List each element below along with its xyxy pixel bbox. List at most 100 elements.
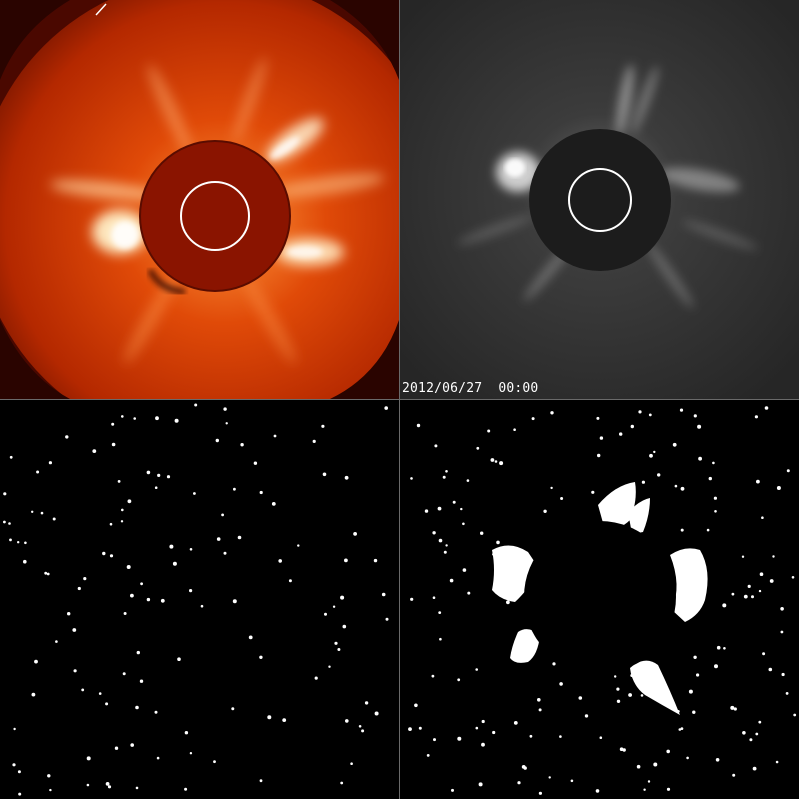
cme-region-right — [670, 548, 708, 622]
star-dot — [105, 702, 109, 706]
star-dot — [86, 756, 91, 761]
timestamp-label: 2012/06/27 00:00 — [402, 381, 539, 396]
star-dot — [213, 760, 216, 764]
star-dot — [786, 469, 790, 473]
star-dot — [481, 742, 485, 747]
star-dot — [169, 544, 174, 549]
star-dot — [410, 477, 413, 480]
star-dot — [762, 652, 766, 656]
star-dot — [742, 731, 746, 735]
star-dot — [155, 416, 159, 421]
star-dot — [166, 475, 171, 479]
star-dot — [345, 719, 349, 723]
star-dot — [708, 476, 712, 481]
star-dot — [640, 694, 644, 697]
star-dot — [597, 453, 601, 458]
star-dot — [271, 502, 276, 506]
star-dot — [513, 721, 518, 725]
star-dot — [102, 551, 106, 556]
star-dot — [109, 554, 114, 558]
star-dot — [332, 605, 336, 608]
star-dot — [432, 596, 436, 599]
star-dot — [111, 422, 115, 426]
star-dot — [438, 538, 443, 543]
star-dot — [560, 497, 564, 500]
star-dot — [81, 688, 85, 692]
star-dot — [3, 520, 6, 524]
star-dot — [538, 708, 542, 712]
panel-divider-horizontal — [0, 399, 799, 400]
star-dot — [123, 612, 127, 615]
star-dot — [506, 600, 510, 605]
star-dot — [452, 500, 456, 504]
star-dot — [136, 650, 140, 655]
star-dot — [712, 461, 715, 465]
star-dot — [716, 645, 721, 650]
star-dot — [130, 743, 134, 747]
star-dot — [714, 664, 718, 669]
star-dot — [445, 544, 448, 547]
star-dot — [462, 522, 465, 526]
star-dot — [36, 470, 40, 474]
star-dot — [531, 417, 535, 421]
star-dot — [83, 577, 87, 581]
star-dot — [487, 429, 491, 433]
star-dot — [513, 428, 516, 431]
star-dot — [647, 780, 651, 783]
star-dot — [759, 572, 764, 576]
star-dot — [364, 701, 369, 705]
star-dot — [193, 492, 196, 495]
star-dot — [373, 558, 378, 563]
star-dot — [657, 473, 661, 477]
star-dot — [548, 776, 551, 779]
star-dot — [77, 586, 81, 591]
star-dot — [433, 738, 436, 742]
star-dot — [538, 791, 542, 795]
star-dot — [418, 726, 422, 730]
star-dot — [686, 598, 691, 603]
star-dot — [630, 424, 634, 429]
star-dot — [649, 453, 653, 458]
star-dot — [619, 747, 624, 751]
star-dot — [696, 673, 700, 677]
star-dot — [156, 756, 160, 760]
star-dot — [34, 659, 38, 664]
star-dot — [722, 603, 727, 608]
star-dot — [768, 667, 773, 672]
star-dot — [523, 766, 527, 770]
star-dot — [126, 565, 131, 569]
star-dot — [105, 782, 110, 786]
star-dot — [599, 436, 604, 440]
occulter-disk — [529, 129, 671, 271]
star-dot — [780, 630, 784, 634]
star-dot — [559, 735, 562, 738]
star-dot — [44, 571, 48, 575]
star-dot — [475, 668, 478, 671]
star-dot — [146, 470, 151, 475]
star-dot — [680, 528, 684, 532]
star-dot — [517, 781, 521, 785]
star-dot — [698, 456, 702, 461]
star-dot — [135, 786, 139, 790]
star-dot — [683, 569, 688, 574]
star-dot — [184, 787, 188, 791]
star-dot — [723, 647, 726, 650]
star-dot — [693, 414, 697, 418]
star-dot — [72, 628, 77, 632]
star-dot — [481, 719, 485, 724]
star-dot — [648, 413, 652, 417]
star-dot — [282, 718, 287, 722]
star-dot — [189, 589, 193, 593]
star-dot — [408, 727, 412, 731]
star-dot — [140, 582, 144, 586]
star-dot — [686, 580, 690, 585]
star-dot — [374, 711, 379, 716]
star-dot — [253, 461, 258, 465]
star-dot — [591, 490, 595, 494]
star-dot — [107, 785, 112, 789]
star-dot — [793, 713, 797, 717]
star-dot — [638, 410, 642, 414]
star-dot — [614, 675, 617, 678]
star-dot — [785, 692, 789, 695]
star-dot — [499, 461, 504, 466]
